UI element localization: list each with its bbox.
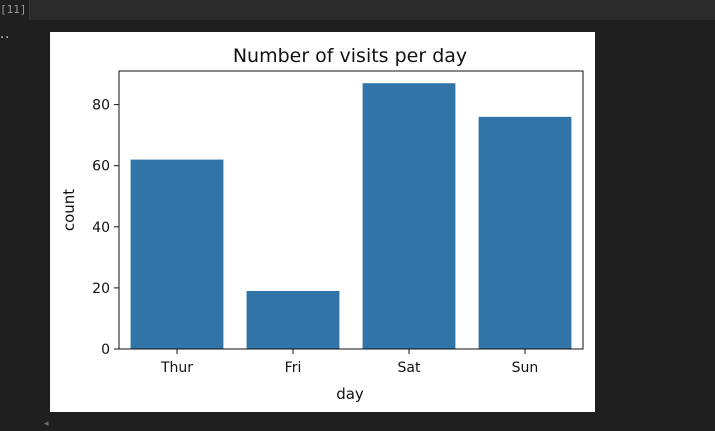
y-tick-label: 40 — [92, 220, 110, 236]
x-tick-label: Sun — [512, 360, 539, 376]
x-tick-label: Sat — [398, 360, 421, 376]
x-tick-label: Fri — [285, 360, 302, 376]
bar-fri — [246, 290, 340, 349]
output-chart-frame: Thur Fri Sat Sun 0 20 40 60 80 Number of visits … — [50, 32, 595, 412]
plot-layer: Thur Fri Sat Sun 0 20 40 60 80 — [92, 70, 584, 376]
y-axis-label: count — [60, 189, 78, 231]
x-tick-label: Thur — [160, 360, 193, 376]
y-tick-label: 0 — [101, 342, 110, 358]
y-tick-label: 60 — [92, 159, 110, 175]
code-cell[interactable] — [29, 0, 715, 20]
bar-sun — [478, 116, 572, 349]
bar-chart: Thur Fri Sat Sun 0 20 40 60 80 Number of visits … — [60, 45, 584, 403]
cell-prompt: [11] — [0, 3, 26, 16]
scroll-left-arrow-icon[interactable]: ◂ — [44, 419, 49, 429]
y-tick-label: 80 — [92, 98, 110, 114]
y-tick-label: 20 — [92, 281, 110, 297]
plot-frame — [118, 70, 584, 350]
bar-thur — [130, 159, 224, 349]
bar-sat — [362, 83, 456, 349]
x-axis-label: day — [336, 385, 364, 403]
chart-title: Number of visits per day — [233, 45, 467, 67]
output-toggle-icon[interactable]: ·· — [0, 31, 11, 46]
